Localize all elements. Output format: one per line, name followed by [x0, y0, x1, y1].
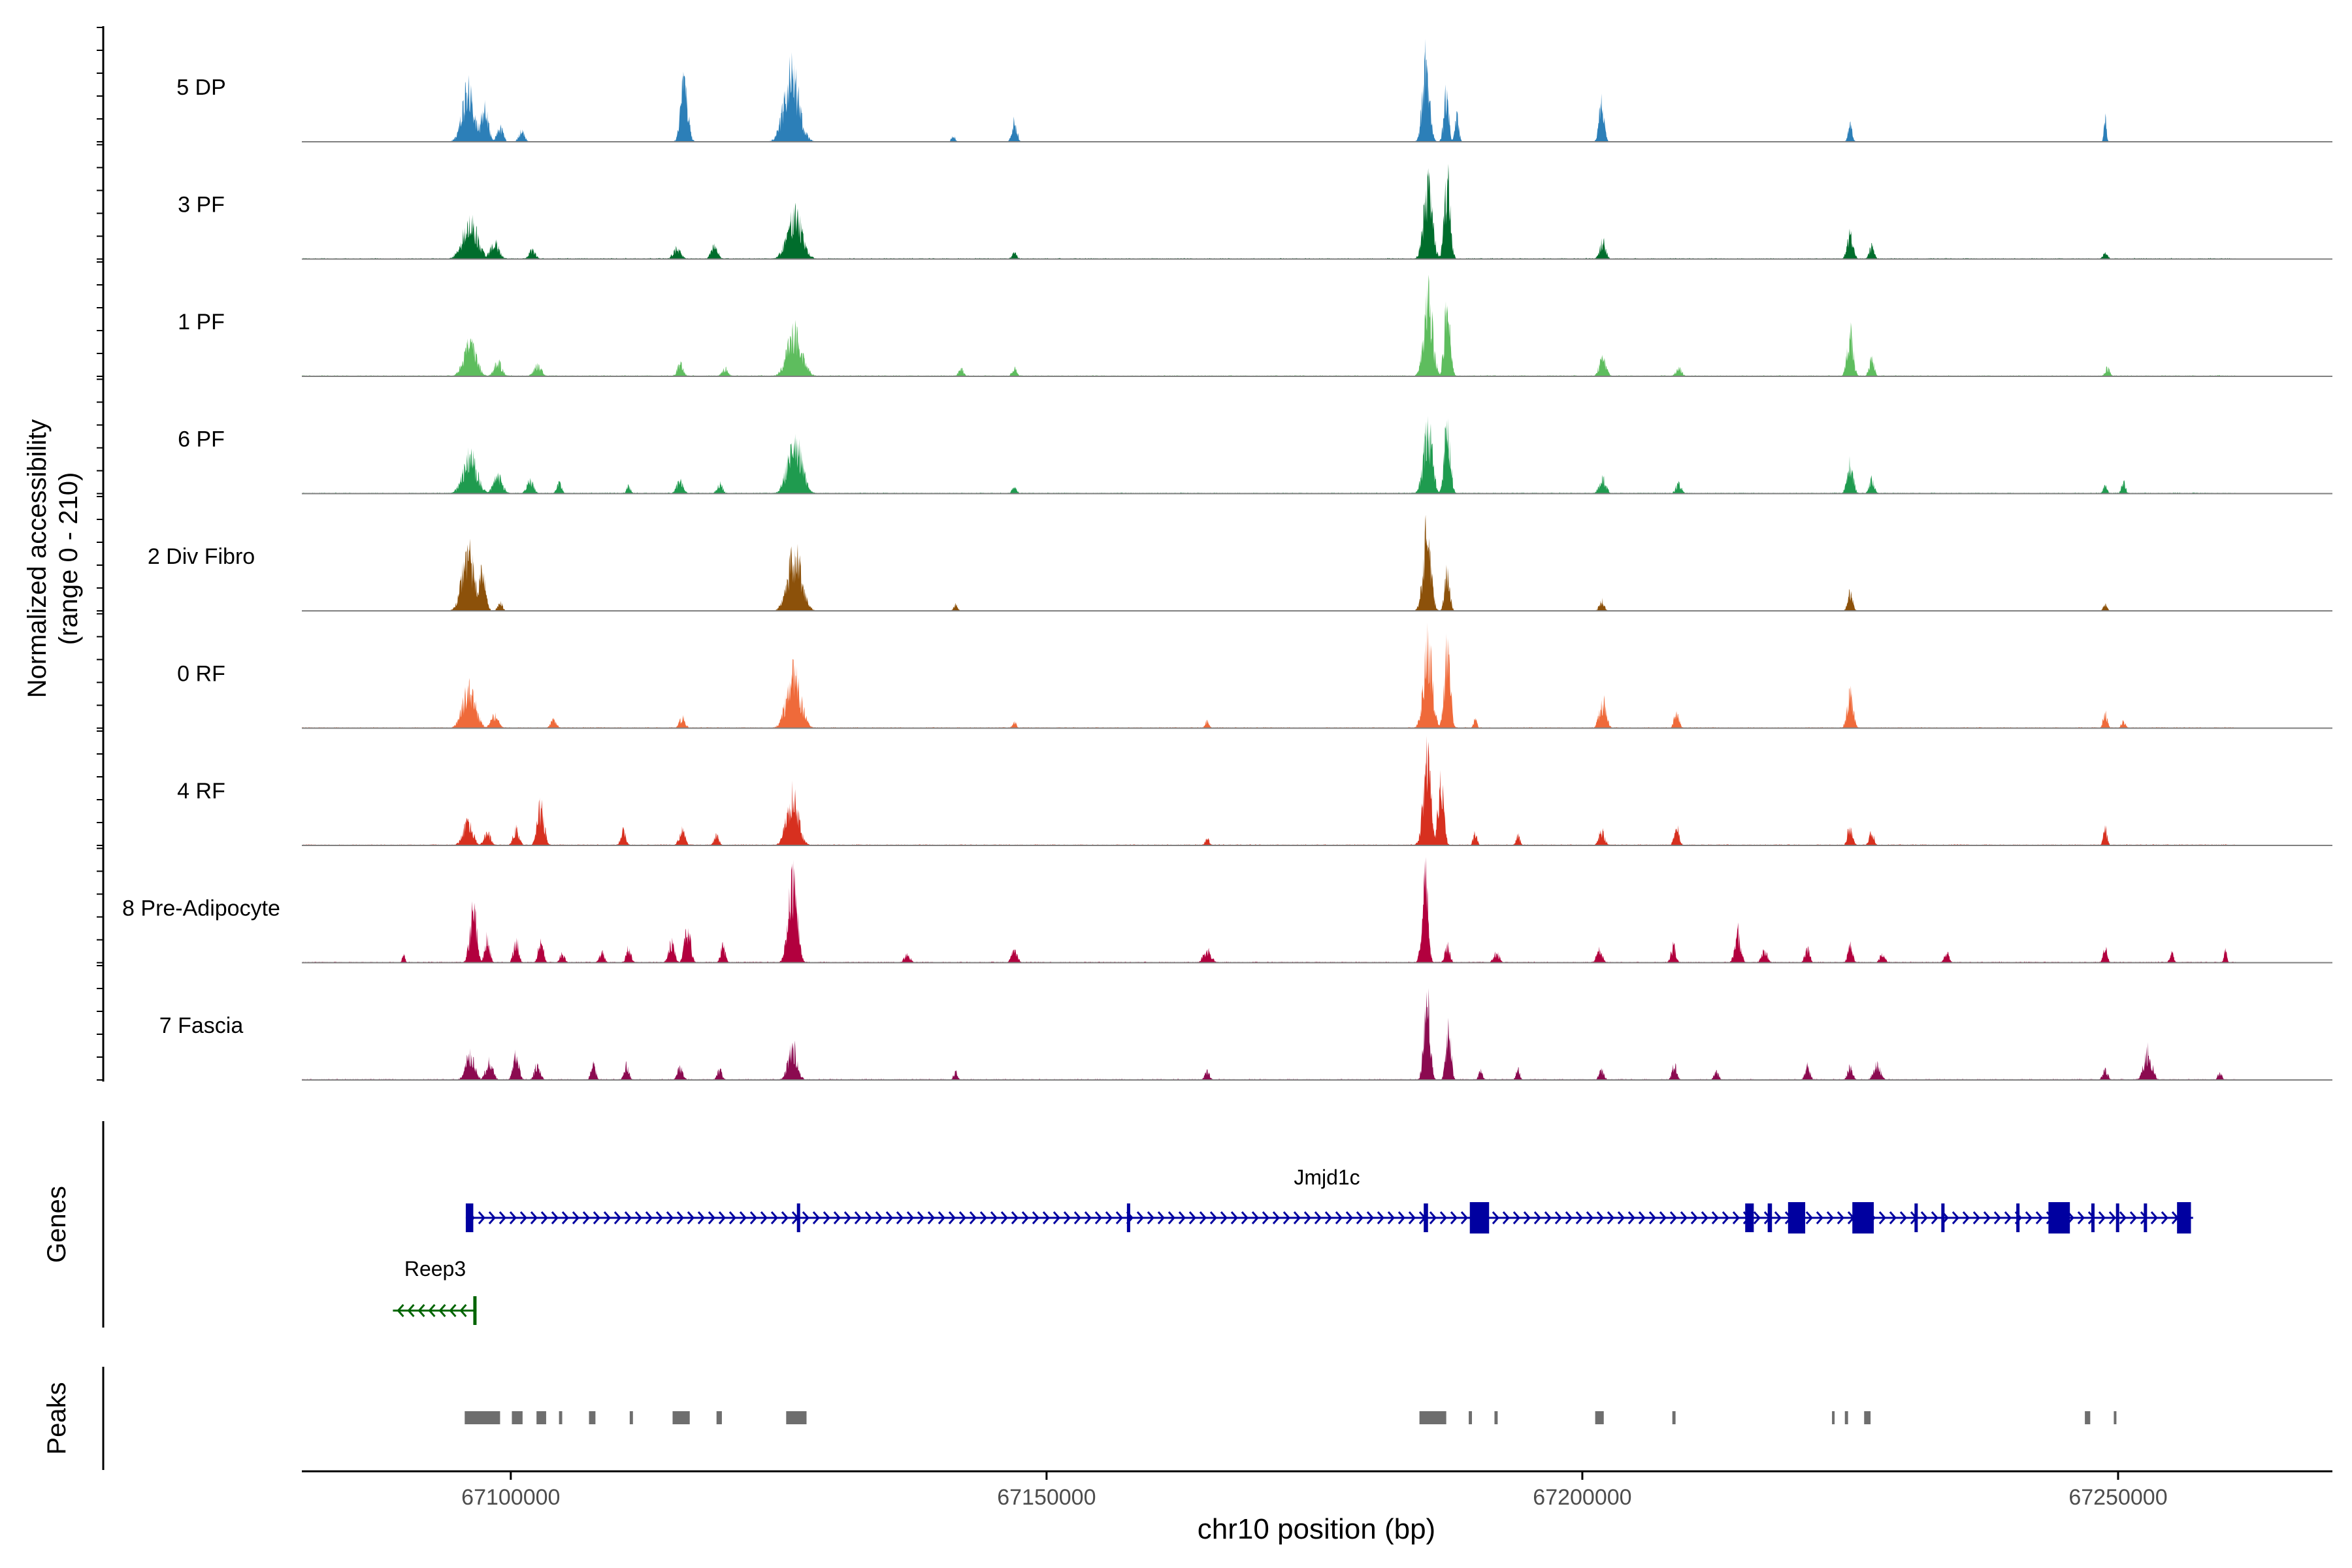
coverage-area	[302, 416, 2236, 494]
peak-region	[589, 1411, 596, 1424]
track-axis	[97, 730, 103, 846]
coverage-tracks: 5 DP 3 PF 1 PF 6 PF 2 Div Fibro 0 RF 4 RF 8 Pre…	[122, 39, 2332, 1081]
gene-reep3: Reep3	[393, 1257, 477, 1325]
track-label: 7 Fascia	[159, 1013, 244, 1038]
y-axis-range-label: (range 0 - 210)	[54, 472, 83, 645]
peak-region	[512, 1411, 523, 1424]
exon	[2177, 1202, 2191, 1233]
track-axis	[97, 27, 103, 142]
track-9: 7 Fascia	[159, 988, 2332, 1081]
peak-region	[1832, 1411, 1835, 1424]
x-axis-ticks: 67100000 67150000 67200000 67250000	[461, 1471, 2168, 1510]
track-label: 8 Pre-Adipocyte	[122, 896, 280, 921]
peak-region	[1844, 1411, 1848, 1424]
peak-region	[2085, 1411, 2091, 1424]
track-2: 3 PF	[178, 163, 2332, 260]
x-tick-label: 67150000	[997, 1485, 1096, 1510]
track-label: 4 RF	[177, 779, 225, 804]
peak-region	[1419, 1411, 1446, 1424]
gene-annotations: Jmjd1c Reep3	[393, 1166, 2193, 1325]
track-axis	[97, 965, 103, 1081]
peak-region	[786, 1411, 807, 1424]
peak-region	[672, 1411, 690, 1424]
exon	[1852, 1202, 1874, 1233]
x-tick-label: 67100000	[461, 1485, 560, 1510]
accessibility-y-axis	[97, 26, 105, 1082]
track-label: 6 PF	[178, 427, 225, 452]
track-axis	[97, 144, 103, 260]
peak-region	[716, 1411, 722, 1424]
gene-label: Jmjd1c	[1294, 1166, 1360, 1189]
track-axis	[97, 378, 103, 495]
track-1: 5 DP	[176, 39, 2332, 142]
exon	[2016, 1203, 2020, 1232]
track-label: 3 PF	[178, 193, 225, 218]
exon	[1914, 1203, 1918, 1232]
exon	[2091, 1203, 2095, 1232]
track-3: 1 PF	[178, 274, 2332, 377]
peak-region	[1864, 1411, 1871, 1424]
track-5: 2 Div Fibro	[148, 514, 2332, 612]
coverage-area	[302, 39, 2236, 142]
track-8: 8 Pre-Adipocyte	[122, 857, 2332, 964]
peak-region	[536, 1411, 546, 1424]
track-label: 1 PF	[178, 310, 225, 335]
exon	[1788, 1202, 1806, 1233]
exon	[1126, 1203, 1130, 1232]
exon	[1424, 1203, 1428, 1232]
exon	[2115, 1203, 2119, 1232]
gene-jmjd1c: Jmjd1c	[465, 1166, 2193, 1233]
coverage-area	[302, 623, 2236, 728]
exon	[796, 1203, 800, 1232]
exon	[465, 1203, 474, 1232]
track-axis	[97, 613, 103, 729]
peak-region	[2114, 1411, 2117, 1424]
x-tick-label: 67200000	[1533, 1485, 1631, 1510]
track-6: 0 RF	[177, 623, 2332, 729]
track-label: 2 Div Fibro	[148, 544, 255, 569]
strand-arrows	[397, 1304, 467, 1317]
peak-region	[1469, 1411, 1472, 1424]
peak-region	[629, 1411, 633, 1424]
coverage-area	[302, 274, 2236, 376]
exon	[1745, 1203, 1754, 1232]
exon	[2048, 1202, 2070, 1233]
gene-label: Reep3	[404, 1257, 466, 1281]
track-4: 6 PF	[178, 416, 2332, 495]
peak-region	[559, 1411, 563, 1424]
peak-region	[1595, 1411, 1604, 1424]
track-7: 4 RF	[177, 736, 2332, 846]
track-label: 5 DP	[176, 75, 226, 100]
peaks-panel-label: Peaks	[42, 1382, 71, 1454]
exon	[2144, 1203, 2148, 1232]
track-axis	[97, 496, 103, 612]
exon	[1767, 1203, 1772, 1232]
y-axis-title: Normalized accessibility	[23, 419, 52, 698]
x-axis-title: chr10 position (bp)	[1198, 1513, 1435, 1545]
x-tick-label: 67250000	[2068, 1485, 2167, 1510]
exon	[473, 1296, 477, 1325]
coverage-area	[302, 163, 2236, 259]
genes-panel-label: Genes	[42, 1186, 71, 1263]
exon	[1941, 1203, 1945, 1232]
exon	[1469, 1202, 1490, 1233]
track-label: 0 RF	[177, 662, 225, 687]
peak-region	[1672, 1411, 1676, 1424]
track-axis	[97, 847, 103, 964]
peak-region	[465, 1411, 500, 1424]
peak-region	[1494, 1411, 1498, 1424]
peak-regions	[465, 1411, 2117, 1424]
track-axis	[97, 261, 103, 377]
